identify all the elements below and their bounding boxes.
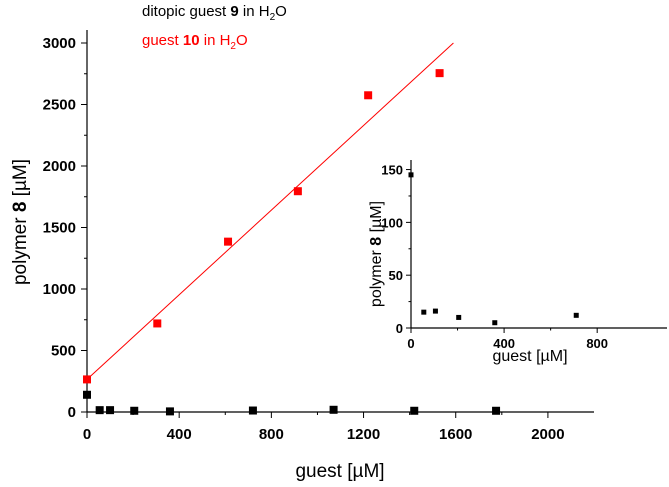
legend-10-mid: in H bbox=[200, 32, 231, 49]
x-tick-label: 400 bbox=[493, 336, 515, 351]
main-y-axis-label: polymer 8 [µM] bbox=[10, 159, 31, 285]
y-tick-label: 3000 bbox=[43, 35, 76, 52]
x-tick-label: 0 bbox=[83, 426, 91, 443]
inset-ticks: 0 400 800 0 50 100 150 bbox=[381, 163, 608, 351]
x-tick-label: 800 bbox=[259, 426, 284, 443]
legend-entry-guest-9: ditopic guest 9 in H2O bbox=[142, 3, 287, 23]
inset-points bbox=[408, 172, 579, 326]
x-tick-label: 800 bbox=[586, 336, 608, 351]
data-point-guest-9 bbox=[492, 406, 501, 415]
legend-10-post: O bbox=[236, 32, 248, 49]
y-tick-label: 1500 bbox=[43, 220, 76, 237]
y-tick-label: 2500 bbox=[43, 97, 76, 114]
legend-9-post: O bbox=[275, 3, 287, 20]
data-point-guest-9 bbox=[248, 406, 257, 415]
y-tick-label: 500 bbox=[51, 343, 76, 360]
data-point-guest-10 bbox=[224, 237, 233, 246]
inset-data-point-guest-9 bbox=[432, 308, 438, 314]
data-point-guest-9 bbox=[165, 407, 174, 416]
inset-data-point-guest-9 bbox=[492, 320, 498, 326]
data-point-guest-9 bbox=[329, 405, 338, 414]
data-point-guest-9 bbox=[106, 406, 115, 415]
legend-10-num: 10 bbox=[183, 32, 200, 49]
y-tick-label: 100 bbox=[381, 215, 403, 230]
inset-ylabel-post: [µM] bbox=[368, 201, 385, 237]
data-point-guest-9 bbox=[410, 406, 419, 415]
inset-x-axis-label: guest [µM] bbox=[492, 348, 567, 365]
data-point-guest-10 bbox=[83, 375, 91, 384]
y-tick-label: 150 bbox=[381, 163, 403, 178]
legend-9-pre: ditopic guest bbox=[142, 3, 230, 20]
y-tick-label: 1000 bbox=[43, 281, 76, 298]
x-tick-label: 1200 bbox=[347, 426, 380, 443]
x-tick-label: 0 bbox=[407, 336, 414, 351]
inset-y-axis-label: polymer 8 [µM] bbox=[368, 201, 385, 307]
inset-ylabel-pre: polymer bbox=[368, 246, 385, 307]
inset-plot: 0 400 800 0 50 100 150 guest [µM] polymer 8 [µ… bbox=[368, 160, 667, 365]
x-tick-label: 400 bbox=[167, 426, 192, 443]
legend-10-sub: 2 bbox=[230, 41, 236, 52]
main-ylabel-pre: polymer bbox=[10, 212, 31, 285]
data-point-guest-9 bbox=[130, 406, 139, 415]
inset-data-point-guest-9 bbox=[456, 314, 462, 320]
x-tick-label: 2000 bbox=[531, 426, 564, 443]
y-tick-label: 0 bbox=[68, 404, 76, 421]
inset-data-point-guest-9 bbox=[408, 172, 414, 178]
inset-data-point-guest-9 bbox=[573, 312, 579, 318]
legend-9-num: 9 bbox=[230, 3, 238, 20]
data-point-guest-10 bbox=[293, 187, 302, 196]
fit-line-guest-10 bbox=[86, 42, 454, 380]
main-ylabel-num: 8 bbox=[10, 202, 31, 213]
legend-9-sub: 2 bbox=[270, 12, 276, 23]
inset-data-point-guest-9 bbox=[421, 309, 427, 315]
legend-10-pre: guest bbox=[142, 32, 183, 49]
y-tick-label: 2000 bbox=[43, 158, 76, 175]
main-points bbox=[83, 69, 501, 416]
y-tick-label: 0 bbox=[396, 321, 403, 336]
main-ticks: 0 400 800 1200 1600 2000050010001500200025003… bbox=[43, 35, 565, 443]
x-tick-label: 1600 bbox=[439, 426, 472, 443]
main-plot: 0 400 800 1200 1600 2000050010001500200025003… bbox=[10, 30, 594, 482]
data-point-guest-9 bbox=[95, 406, 104, 415]
main-x-axis-label: guest [µM] bbox=[295, 461, 384, 482]
inset-ylabel-num: 8 bbox=[368, 237, 385, 246]
data-point-guest-9 bbox=[83, 390, 91, 399]
legend-9-mid: in H bbox=[239, 3, 270, 20]
inset-background bbox=[411, 160, 667, 328]
data-point-guest-10 bbox=[153, 319, 162, 328]
y-tick-label: 50 bbox=[389, 268, 403, 283]
data-point-guest-10 bbox=[364, 91, 373, 100]
data-point-guest-10 bbox=[435, 69, 444, 78]
main-ylabel-post: [µM] bbox=[10, 159, 31, 202]
legend-entry-guest-10: guest 10 in H2O bbox=[142, 32, 248, 52]
